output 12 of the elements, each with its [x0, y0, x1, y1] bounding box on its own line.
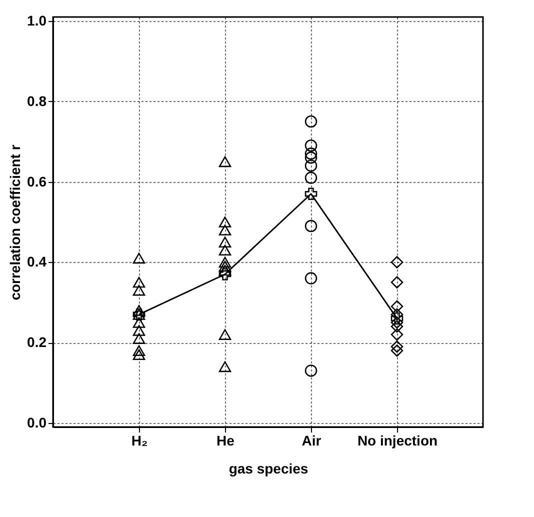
x-tick-label: He — [216, 432, 235, 448]
y-tick-label: 0.2 — [27, 334, 47, 350]
y-tick-label: 0.8 — [27, 92, 47, 109]
y-tick-label: 1.0 — [27, 12, 47, 29]
y-tick-label: 0.4 — [27, 254, 47, 270]
x-tick-label: H₂ — [131, 432, 148, 448]
x-tick-label: Air — [302, 432, 322, 448]
y-tick-label: 0.0 — [27, 414, 47, 430]
y-tick-label: 0.6 — [27, 173, 47, 190]
x-tick-label: No injection — [357, 432, 438, 448]
x-axis-title: gas species — [228, 460, 308, 476]
y-axis-title: correlation coefficient r — [7, 144, 24, 300]
